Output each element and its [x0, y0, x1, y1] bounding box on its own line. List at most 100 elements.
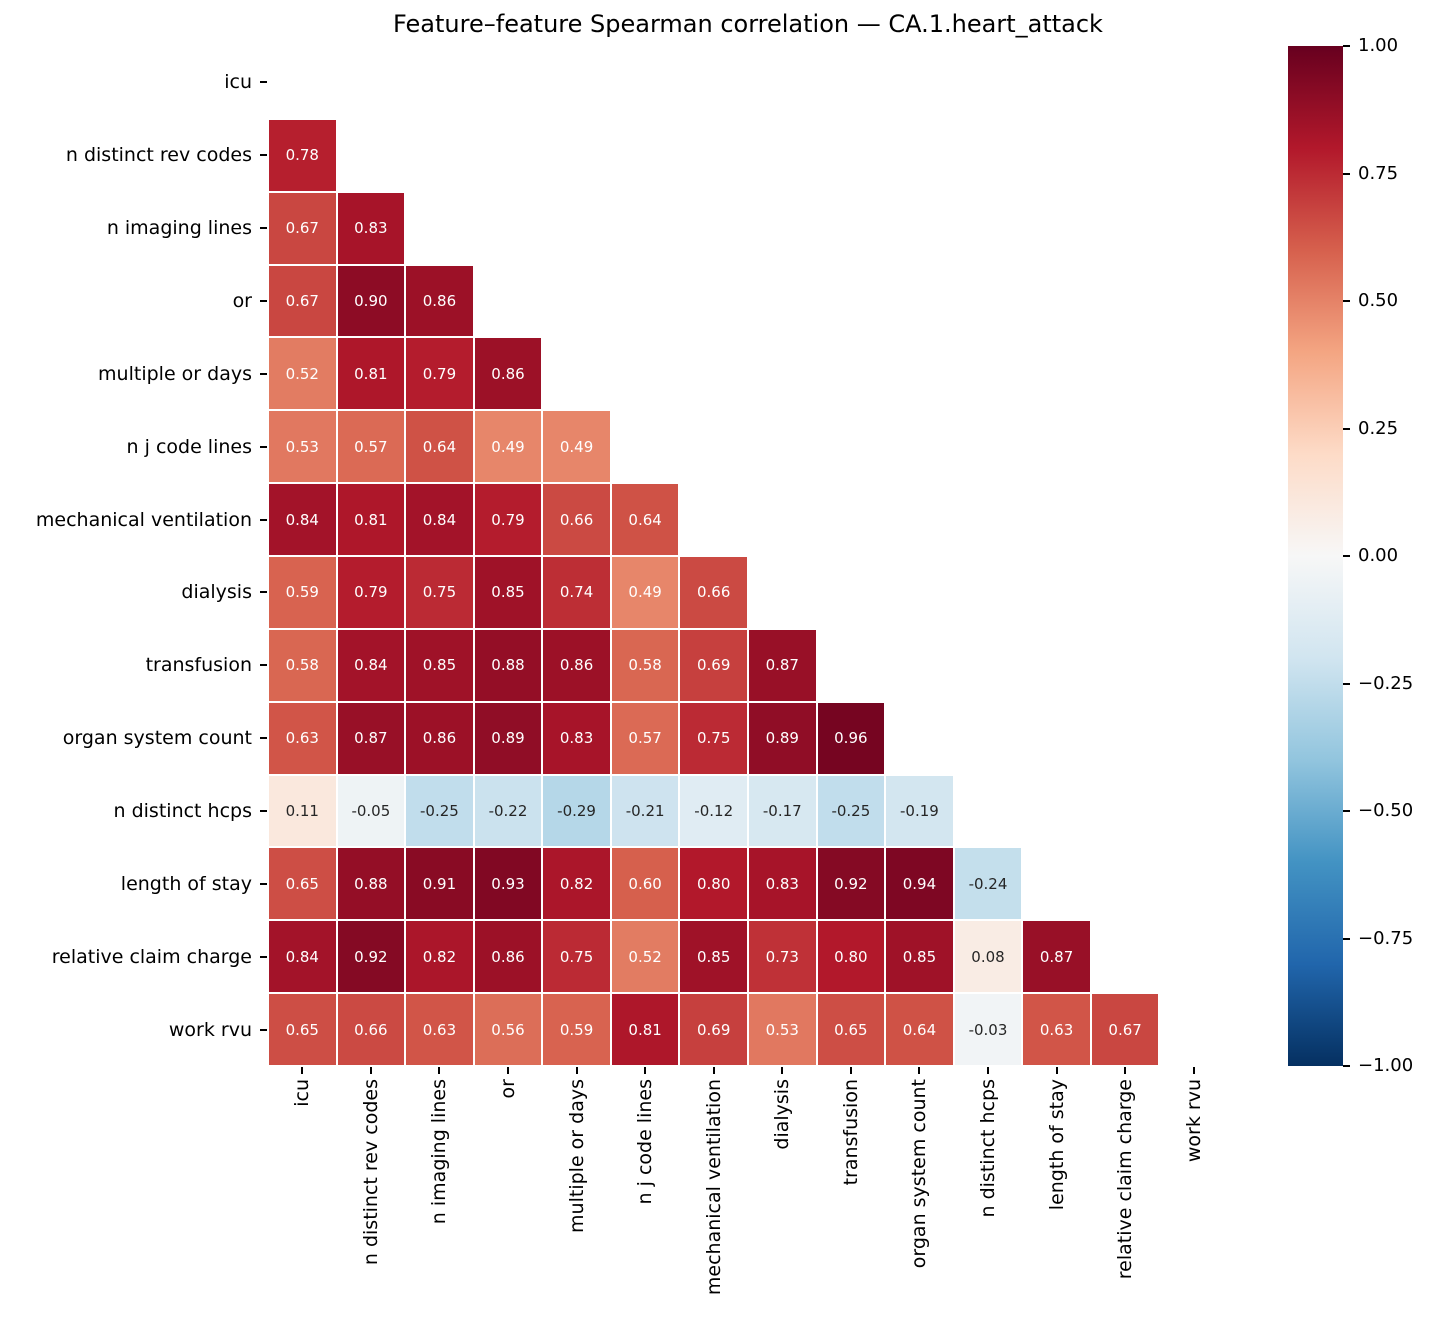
heatmap-cell: 0.63: [405, 993, 474, 1066]
x-axis-tick-label: n j code lines: [634, 1079, 657, 1205]
colorbar-tick: [1343, 1065, 1350, 1067]
heatmap-cell: 0.75: [679, 701, 748, 775]
heatmap-cell: 0.84: [268, 483, 337, 556]
y-axis-tick-label: n distinct hcps: [113, 799, 252, 822]
x-axis-tick: [712, 1067, 715, 1074]
heatmap-cell: 0.82: [405, 920, 474, 994]
heatmap-cell: 0.66: [542, 483, 611, 556]
heatmap-cell: 0.59: [542, 993, 611, 1066]
heatmap-cell: -0.05: [336, 774, 406, 848]
heatmap-cell: 0.84: [336, 628, 406, 702]
heatmap-cell: -0.25: [816, 774, 886, 848]
x-axis-tick: [438, 1067, 441, 1074]
heatmap-cell: 0.85: [885, 920, 954, 994]
heatmap-cell: 0.87: [748, 628, 817, 702]
x-axis-tick-label: icu: [291, 1079, 314, 1107]
heatmap-cell: 0.64: [610, 483, 680, 556]
colorbar-tick-label: −0.25: [1358, 672, 1414, 694]
heatmap-cell: 0.49: [610, 556, 680, 629]
y-axis-tick-label: work rvu: [168, 1018, 252, 1041]
heatmap-cell: 0.60: [610, 847, 680, 921]
y-axis-tick-label: relative claim charge: [51, 945, 252, 968]
colorbar-tick-label: −0.75: [1358, 927, 1414, 949]
y-axis-tick-label: or: [232, 289, 252, 312]
x-axis-tick-label: n distinct rev codes: [359, 1079, 382, 1266]
heatmap-cell: 0.53: [268, 410, 337, 484]
heatmap-cell: -0.17: [748, 774, 817, 848]
y-axis-tick: [260, 810, 267, 812]
colorbar-tick-label: 0.75: [1358, 162, 1399, 184]
colorbar-tick-label: −0.50: [1358, 800, 1414, 821]
y-axis-tick-label: dialysis: [181, 581, 252, 604]
heatmap-cell: 0.92: [336, 920, 406, 994]
x-axis-tick-label: or: [497, 1079, 519, 1099]
y-axis-tick: [260, 664, 267, 667]
y-axis-tick: [260, 227, 267, 230]
heatmap-cell: 0.89: [748, 701, 817, 775]
heatmap-cell: -0.21: [610, 774, 680, 848]
heatmap-cell: 0.89: [473, 701, 543, 775]
colorbar-tick: [1343, 810, 1350, 812]
heatmap-cell: 0.79: [336, 556, 406, 629]
heatmap-cell: 0.81: [336, 483, 406, 556]
x-axis-tick-label: transfusion: [839, 1079, 862, 1186]
heatmap-cell: 0.57: [336, 410, 406, 484]
heatmap-cell: 0.93: [473, 847, 543, 921]
heatmap-cell: 0.83: [542, 701, 611, 775]
x-axis-tick: [644, 1067, 647, 1074]
heatmap-cell: 0.79: [473, 483, 543, 556]
heatmap-cell: 0.66: [336, 993, 406, 1066]
heatmap-cell: 0.67: [268, 264, 337, 338]
heatmap-cell: 0.85: [679, 920, 748, 994]
x-axis-tick: [575, 1067, 578, 1074]
y-axis-tick: [260, 1028, 267, 1031]
heatmap-cell: 0.64: [405, 410, 474, 484]
x-axis-tick-label: n imaging lines: [428, 1079, 451, 1225]
x-axis-tick: [507, 1067, 509, 1074]
heatmap-cell: 0.94: [885, 847, 954, 921]
colorbar-tick: [1343, 427, 1350, 430]
heatmap-cell: 0.83: [336, 191, 406, 265]
heatmap-cell: 0.85: [405, 628, 474, 702]
heatmap-cell: 0.88: [336, 847, 406, 921]
y-axis-tick: [260, 955, 267, 958]
heatmap-cell: 0.91: [405, 847, 474, 921]
colorbar-gradient: [1288, 46, 1343, 1066]
colorbar-tick: [1343, 937, 1350, 940]
heatmap-cell: 0.84: [405, 483, 474, 556]
heatmap-cell: 0.65: [816, 993, 886, 1066]
y-axis-tick: [260, 445, 267, 448]
x-axis-tick: [987, 1067, 989, 1074]
heatmap-cell: 0.86: [405, 701, 474, 775]
heatmap-cell: 0.78: [268, 118, 337, 192]
y-axis-tick: [260, 882, 267, 885]
x-axis-tick-label: n distinct hcps: [977, 1079, 999, 1218]
heatmap-cell: 0.65: [268, 993, 337, 1066]
x-axis-tick: [1055, 1067, 1058, 1074]
heatmap-cell: 0.86: [405, 264, 474, 338]
colorbar-tick: [1343, 555, 1350, 557]
colorbar-tick-label: 0.25: [1358, 417, 1399, 439]
heatmap-cell: 0.58: [610, 628, 680, 702]
heatmap-cell: -0.24: [953, 847, 1023, 921]
y-axis-tick-label: length of stay: [120, 872, 252, 895]
heatmap-cell: 0.59: [268, 556, 337, 629]
colorbar-tick-label: 1.00: [1358, 35, 1399, 56]
heatmap-cell: 0.49: [473, 410, 543, 484]
heatmap-cell: 0.88: [473, 628, 543, 702]
heatmap-cell: 0.69: [679, 993, 748, 1066]
y-axis-tick-label: icu: [224, 71, 252, 94]
heatmap-cell: 0.75: [542, 920, 611, 994]
colorbar-tick-label: −1.00: [1358, 1055, 1414, 1076]
heatmap-cell: 0.90: [336, 264, 406, 338]
heatmap-cell: 0.81: [336, 337, 406, 411]
heatmap-cell: 0.67: [268, 191, 337, 265]
heatmap-cell: -0.19: [885, 774, 954, 848]
heatmap-cell: 0.85: [473, 556, 543, 629]
x-axis-tick: [849, 1067, 852, 1074]
heatmap-cell: 0.11: [268, 774, 337, 848]
heatmap-cell: 0.92: [816, 847, 886, 921]
heatmap-cell: 0.52: [610, 920, 680, 994]
y-axis-tick: [260, 591, 267, 594]
